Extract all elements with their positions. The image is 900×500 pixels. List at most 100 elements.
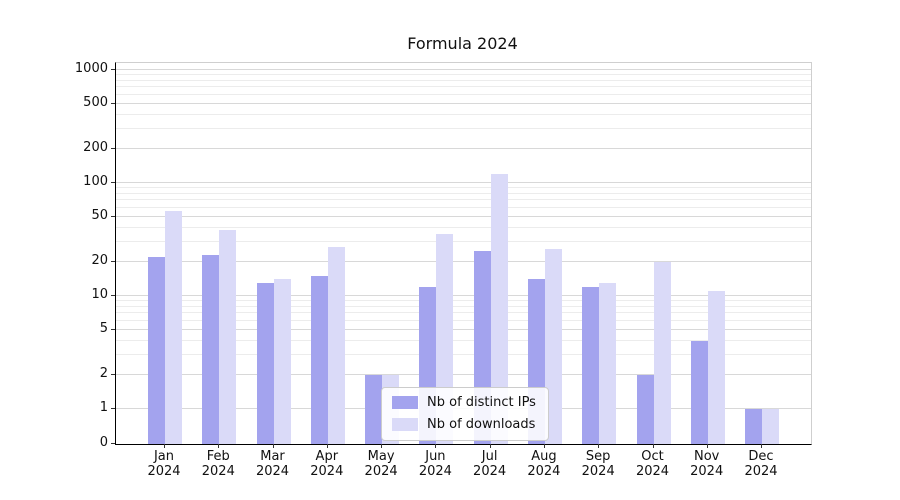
y-tick-label: 500: [83, 94, 108, 110]
x-tick-label-dec: Dec 2024: [729, 449, 793, 479]
x-tick-mark: [272, 444, 274, 448]
gridline-major: [116, 215, 811, 217]
gridline-minor: [116, 128, 811, 129]
legend: Nb of distinct IPs Nb of downloads: [381, 387, 549, 441]
x-tick-month: May: [367, 449, 395, 464]
gridline-minor: [116, 86, 811, 88]
gridline-major: [116, 181, 811, 183]
x-tick-label-jul: Jul 2024: [458, 449, 522, 479]
x-tick-label-oct: Oct 2024: [621, 449, 685, 479]
bar-distinct-ips-mar: [256, 283, 274, 444]
y-tick-mark: [111, 215, 115, 217]
legend-swatch-icon: [392, 418, 418, 431]
legend-item: Nb of downloads: [392, 417, 536, 432]
legend-label: Nb of downloads: [427, 417, 536, 432]
x-tick-month: Jun: [425, 449, 446, 464]
y-tick-mark: [111, 260, 115, 262]
bar-distinct-ips-oct: [636, 374, 654, 444]
x-tick-mark: [652, 444, 654, 448]
x-tick-mark: [489, 444, 491, 448]
x-tick-month: Aug: [531, 449, 557, 464]
x-tick-month: Feb: [206, 449, 230, 464]
bar-distinct-ips-may: [365, 374, 383, 444]
gridline-minor: [116, 312, 811, 314]
gridline-minor: [116, 339, 811, 341]
bar-downloads-feb: [219, 230, 237, 444]
bar-downloads-jul: [490, 173, 508, 444]
bar-downloads-aug: [544, 249, 562, 444]
gridline-major: [116, 147, 811, 149]
x-tick-mark: [218, 444, 220, 448]
bar-distinct-ips-nov: [690, 340, 708, 444]
x-tick-label-apr: Apr 2024: [295, 449, 359, 479]
bar-distinct-ips-sep: [582, 287, 600, 444]
x-tick-label-feb: Feb 2024: [186, 449, 250, 479]
x-tick-year: 2024: [418, 464, 452, 479]
bar-downloads-oct: [653, 261, 671, 444]
legend-label: Nb of distinct IPs: [427, 395, 536, 410]
bar-distinct-ips-apr: [310, 276, 328, 444]
y-tick-label: 200: [83, 139, 108, 155]
bar-downloads-dec: [762, 409, 779, 444]
bar-distinct-ips-dec: [745, 409, 762, 444]
y-tick-label: 2: [99, 365, 108, 381]
x-tick-mark: [761, 444, 762, 448]
gridline-minor: [116, 113, 811, 115]
y-tick-mark: [111, 329, 115, 330]
gridline-minor: [116, 192, 811, 194]
gridline-minor: [116, 226, 811, 228]
gridline-minor: [116, 320, 811, 321]
gridline-minor: [116, 300, 811, 302]
x-tick-month: Oct: [641, 449, 664, 464]
x-tick-mark: [435, 444, 437, 448]
bar-downloads-apr: [327, 247, 345, 444]
y-tick-mark: [111, 68, 115, 70]
plot-area: [115, 62, 812, 445]
x-tick-year: 2024: [255, 464, 290, 479]
x-tick-label-mar: Mar 2024: [241, 449, 305, 479]
x-tick-month: Jan: [153, 449, 175, 464]
bar-downloads-sep: [599, 283, 617, 444]
legend-swatch-icon: [392, 396, 418, 409]
gridline-major: [116, 260, 811, 262]
gridline-minor: [116, 199, 811, 201]
y-tick-mark: [111, 408, 115, 409]
y-tick-label: 5: [99, 321, 108, 336]
x-tick-year: 2024: [690, 464, 724, 479]
x-tick-month: Nov: [694, 449, 720, 464]
y-tick-mark: [111, 147, 115, 149]
bar-downloads-nov: [707, 291, 725, 444]
x-tick-label-jun: Jun 2024: [403, 449, 467, 479]
x-tick-mark: [381, 444, 383, 448]
gridline-major: [116, 102, 811, 104]
gridline-minor: [116, 187, 811, 189]
x-tick-month: Mar: [260, 449, 285, 464]
x-tick-year: 2024: [310, 464, 344, 479]
gridline-major: [116, 68, 811, 70]
x-tick-label-sep: Sep 2024: [566, 449, 630, 479]
gridline-minor: [116, 93, 811, 95]
x-tick-mark: [164, 444, 165, 448]
y-tick-mark: [111, 373, 115, 375]
x-tick-label-nov: Nov 2024: [675, 449, 739, 479]
bar-downloads-mar: [273, 279, 291, 444]
x-tick-year: 2024: [201, 464, 235, 479]
x-tick-label-jan: Jan 2024: [132, 449, 196, 479]
y-tick-mark: [111, 443, 115, 444]
gridline-major: [116, 329, 811, 330]
y-tick-label: 20: [91, 252, 108, 268]
x-tick-year: 2024: [364, 464, 398, 479]
y-tick-mark: [111, 102, 115, 104]
x-tick-label-aug: Aug 2024: [512, 449, 576, 479]
y-tick-label: 100: [83, 173, 108, 189]
x-tick-year: 2024: [473, 464, 507, 479]
y-tick-label: 1000: [74, 60, 108, 76]
x-tick-year: 2024: [581, 464, 615, 479]
gridline-minor: [116, 241, 811, 242]
bar-downloads-jan: [165, 210, 182, 444]
x-tick-month: Apr: [315, 449, 339, 464]
x-tick-year: 2024: [635, 464, 670, 479]
y-tick-label: 1: [99, 400, 108, 415]
gridline-minor: [116, 207, 811, 208]
